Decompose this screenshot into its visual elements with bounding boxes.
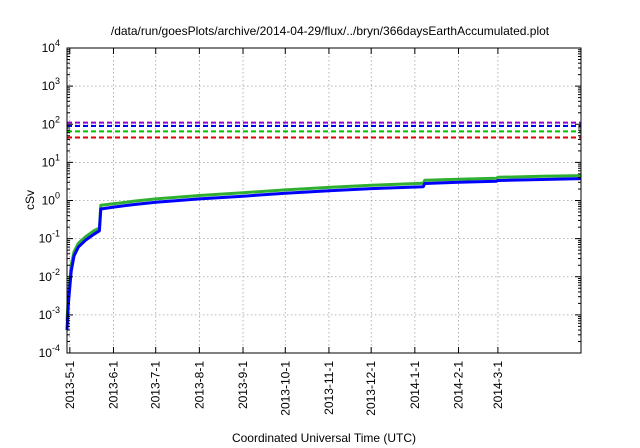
x-tick-label: 2013-7-1 — [149, 361, 163, 409]
y-tick-base: 10 — [39, 270, 53, 284]
y-tick-base: 10 — [42, 194, 56, 208]
y-tick-base: 10 — [39, 346, 53, 360]
y-tick-base: 10 — [42, 117, 56, 131]
y-tick-exponent: -2 — [52, 267, 60, 277]
x-tick-label: 2014-2-1 — [451, 361, 465, 409]
y-tick-base: 10 — [39, 232, 53, 246]
y-tick-exponent: 2 — [55, 114, 60, 124]
x-tick-label: 2013-9-1 — [236, 361, 250, 409]
y-tick-label: 102 — [42, 114, 60, 131]
y-tick-base: 10 — [39, 308, 53, 322]
series-line — [65, 174, 582, 321]
series-lines — [65, 174, 582, 331]
x-axis-title: Coordinated Universal Time (UTC) — [232, 431, 416, 445]
y-tick-base: 10 — [42, 155, 56, 169]
y-tick-label: 101 — [42, 152, 60, 169]
series-line — [65, 177, 582, 331]
y-tick-label: 103 — [42, 76, 60, 93]
grid — [67, 48, 581, 353]
x-tick-label: 2013-8-1 — [192, 361, 206, 409]
x-tick-label: 2013-12-1 — [364, 361, 378, 416]
y-tick-label: 104 — [42, 38, 60, 55]
y-axis-title: cSv — [23, 190, 37, 210]
y-tick-base: 10 — [42, 79, 56, 93]
y-tick-base: 10 — [42, 41, 56, 55]
y-tick-label: 10-1 — [39, 229, 60, 246]
y-tick-label: 100 — [42, 191, 60, 208]
y-tick-exponent: -1 — [52, 229, 60, 239]
y-tick-exponent: -4 — [52, 343, 60, 353]
y-tick-label: 10-3 — [39, 305, 60, 322]
x-tick-label: 2014-1-1 — [408, 361, 422, 409]
x-tick-labels: 2013-5-1 2013-6-1 2013-7-1 2013-8-1 2013-9-1… — [63, 361, 505, 416]
y-tick-exponent: 4 — [55, 38, 60, 48]
y-tick-exponent: 0 — [55, 191, 60, 201]
x-tick-label: 2013-6-1 — [106, 361, 120, 409]
threshold-lines — [67, 121, 581, 139]
y-tick-exponent: 3 — [55, 76, 60, 86]
x-tick-label: 2013-11-1 — [322, 361, 336, 415]
axis-ticks — [67, 47, 581, 354]
y-tick-exponent: -3 — [52, 305, 60, 315]
chart-title: /data/run/goesPlots/archive/2014-04-29/f… — [111, 24, 550, 38]
x-tick-label: 2013-10-1 — [278, 361, 292, 416]
y-tick-exponent: 1 — [55, 152, 60, 162]
x-tick-label: 2013-5-1 — [63, 361, 77, 409]
y-tick-label: 10-2 — [39, 267, 60, 284]
x-tick-label: 2014-3-1 — [491, 361, 505, 409]
y-tick-label: 10-4 — [39, 343, 60, 360]
